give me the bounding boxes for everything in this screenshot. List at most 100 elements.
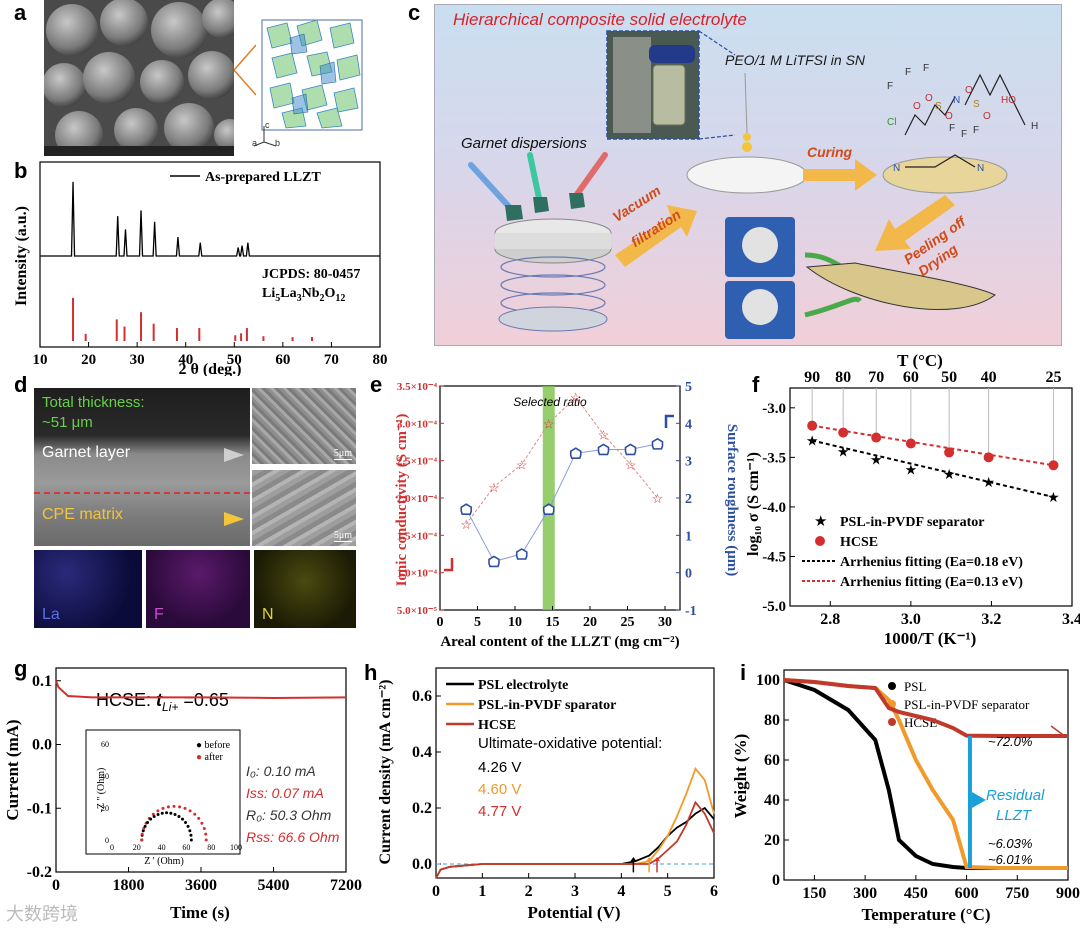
- e-roughness-point-4: [569, 447, 582, 459]
- sem-image-grains: [44, 0, 234, 156]
- xrd-xtick-label-2: 30: [130, 352, 145, 368]
- e-roughness-point-7: [651, 437, 664, 450]
- inset-after-point: [140, 832, 144, 836]
- h-series-2: [435, 800, 715, 879]
- chem-F5: F: [961, 129, 967, 140]
- e-frame: [439, 385, 681, 611]
- inset-after-point: [188, 809, 192, 813]
- inset-after-point: [140, 838, 144, 842]
- g-ytick-label-2: -0.1: [27, 800, 52, 817]
- jcpds-code: JCPDS: 80-0457: [262, 267, 360, 282]
- thickness-label: Total thickness:: [42, 394, 145, 411]
- e-conductivity-point-5: ☆: [598, 428, 610, 443]
- conductivity-roughness-chart: Selected ratio 0 5 10 15 20 25 305.0×10⁻⁵1.0×1…: [394, 380, 740, 650]
- h-onset-head-2: [654, 857, 661, 862]
- xrd-xtick-label-5: 60: [275, 352, 290, 368]
- annot-72: ~72.0%: [988, 734, 1032, 749]
- inset-legend-after: ● after: [196, 752, 224, 763]
- g-xtick-label-4: 7200: [330, 877, 362, 894]
- f-toptick-label-0: 90: [804, 369, 820, 386]
- i-ytick-label-5: 0: [772, 872, 780, 889]
- f-psl-point-2: ★: [870, 453, 883, 468]
- inset-legend-before: ● before: [196, 740, 231, 751]
- i-xlabel: Temperature (°C): [861, 905, 990, 924]
- f-toptick-label-5: 40: [981, 369, 997, 386]
- edx-map-f: F: [146, 550, 250, 628]
- inset-xtick-3: 60: [182, 843, 190, 852]
- inset-before-point: [165, 811, 169, 815]
- inset-before-point: [149, 817, 153, 821]
- panel-label-i: i: [740, 660, 747, 685]
- inset-xlabel: Z ' (Ohm): [144, 856, 184, 867]
- inset-before-point: [188, 829, 192, 833]
- chem-S1: S: [935, 101, 942, 112]
- f-legend: ★ PSL-in-PVDF separator HCSE Arrhenius f…: [802, 514, 1023, 590]
- curing-arrow: [803, 159, 877, 191]
- h-xtick-label-4: 4: [617, 883, 625, 900]
- g-xtick-label-3: 5400: [258, 877, 290, 894]
- inset-after-point: [193, 812, 197, 816]
- inset-before-point: [181, 817, 185, 821]
- edx-f-label: F: [154, 606, 164, 623]
- f-toptick-label-6: 25: [1045, 369, 1061, 386]
- i-ytick-label-1: 80: [764, 712, 780, 729]
- f-hcse-point-1: [838, 427, 849, 438]
- e-roughness-point-3: [542, 503, 555, 515]
- inset-before-point: [156, 812, 160, 816]
- e-xtick-label-1: 5: [474, 615, 481, 630]
- e-xtick-label-2: 10: [508, 615, 522, 630]
- f-ytick-label-2: -4.0: [762, 500, 786, 516]
- droplet: [743, 133, 751, 141]
- inset-after-point: [202, 827, 206, 831]
- inset-xtick-4: 80: [207, 843, 215, 852]
- chem-O5: O: [983, 111, 991, 122]
- i-xtick-label-5: 900: [1056, 885, 1080, 902]
- f-xlabel: 1000/T (K⁻¹): [884, 629, 977, 648]
- photo-vial: [652, 64, 686, 126]
- schematic-panel: Hierarchical composite solid electrolyte…: [434, 4, 1062, 346]
- inset-xtick-0: 0: [110, 843, 114, 852]
- garnet-layer-sem: 5μm: [252, 388, 356, 464]
- i-ytick-label-4: 20: [764, 832, 780, 849]
- f-top-title: T (°C): [897, 351, 943, 370]
- chem-N: N: [953, 95, 960, 106]
- inset-before-point: [152, 814, 156, 818]
- f-hcse-point-2: [871, 432, 882, 443]
- i-xtick-label-4: 750: [1005, 885, 1029, 902]
- e-xtick-label-5: 25: [621, 615, 635, 630]
- photo-label: PEO/1 M LiTFSI in SN: [725, 52, 866, 68]
- e-rtick-label-2: 1: [685, 529, 692, 544]
- f-hcse-point-4: [944, 447, 955, 458]
- annot-603: ~6.03%: [988, 836, 1032, 851]
- photo-glove: [649, 45, 695, 63]
- f-legend-2: Arrhenius fitting (Ea=0.18 eV): [840, 555, 1023, 570]
- crystal-structure: c a b: [252, 8, 372, 148]
- f-frame: [789, 387, 1073, 607]
- e-conductivity-point-3: ☆: [543, 416, 555, 431]
- droplet-2: [742, 142, 752, 152]
- inset-xtick-5: 100: [230, 843, 242, 852]
- f-fit-psl: [811, 439, 1054, 498]
- h-ytick-label-1: 0.4: [412, 744, 432, 761]
- i-ytick-label-2: 60: [764, 752, 780, 769]
- uop-label: Ultimate-oxidative potential:: [478, 735, 662, 752]
- potential-pvdf: 4.60 V: [478, 781, 521, 798]
- e-xlabel: Areal content of the LLZT (mg cm⁻²): [440, 634, 679, 650]
- inset-before-point: [189, 833, 193, 837]
- i-ylabel: Weight (%): [731, 734, 750, 819]
- residual-label-1: Residual: [986, 787, 1045, 804]
- f-hcse-point-6: [1048, 460, 1059, 471]
- axis-b-label: b: [275, 138, 280, 148]
- e-roughness-point-6: [624, 443, 637, 456]
- h-legend-2: HCSE: [478, 718, 516, 733]
- inset-before-point: [177, 814, 181, 818]
- selected-ratio-label: Selected ratio: [513, 395, 587, 409]
- g-ytick-label-1: 0.0: [32, 737, 52, 754]
- chem-H: H: [1031, 121, 1038, 132]
- h-legend-0: PSL electrolyte: [478, 678, 568, 693]
- f-psl-point-5: ★: [982, 476, 995, 491]
- h-xtick-label-6: 6: [710, 883, 718, 900]
- sem-grains-graphic: [44, 0, 234, 156]
- xrd-chart: As-prepared LLZT JCPDS: 80-0457 Li5La3Nb…: [13, 161, 388, 376]
- selected-ratio-band: [542, 386, 555, 610]
